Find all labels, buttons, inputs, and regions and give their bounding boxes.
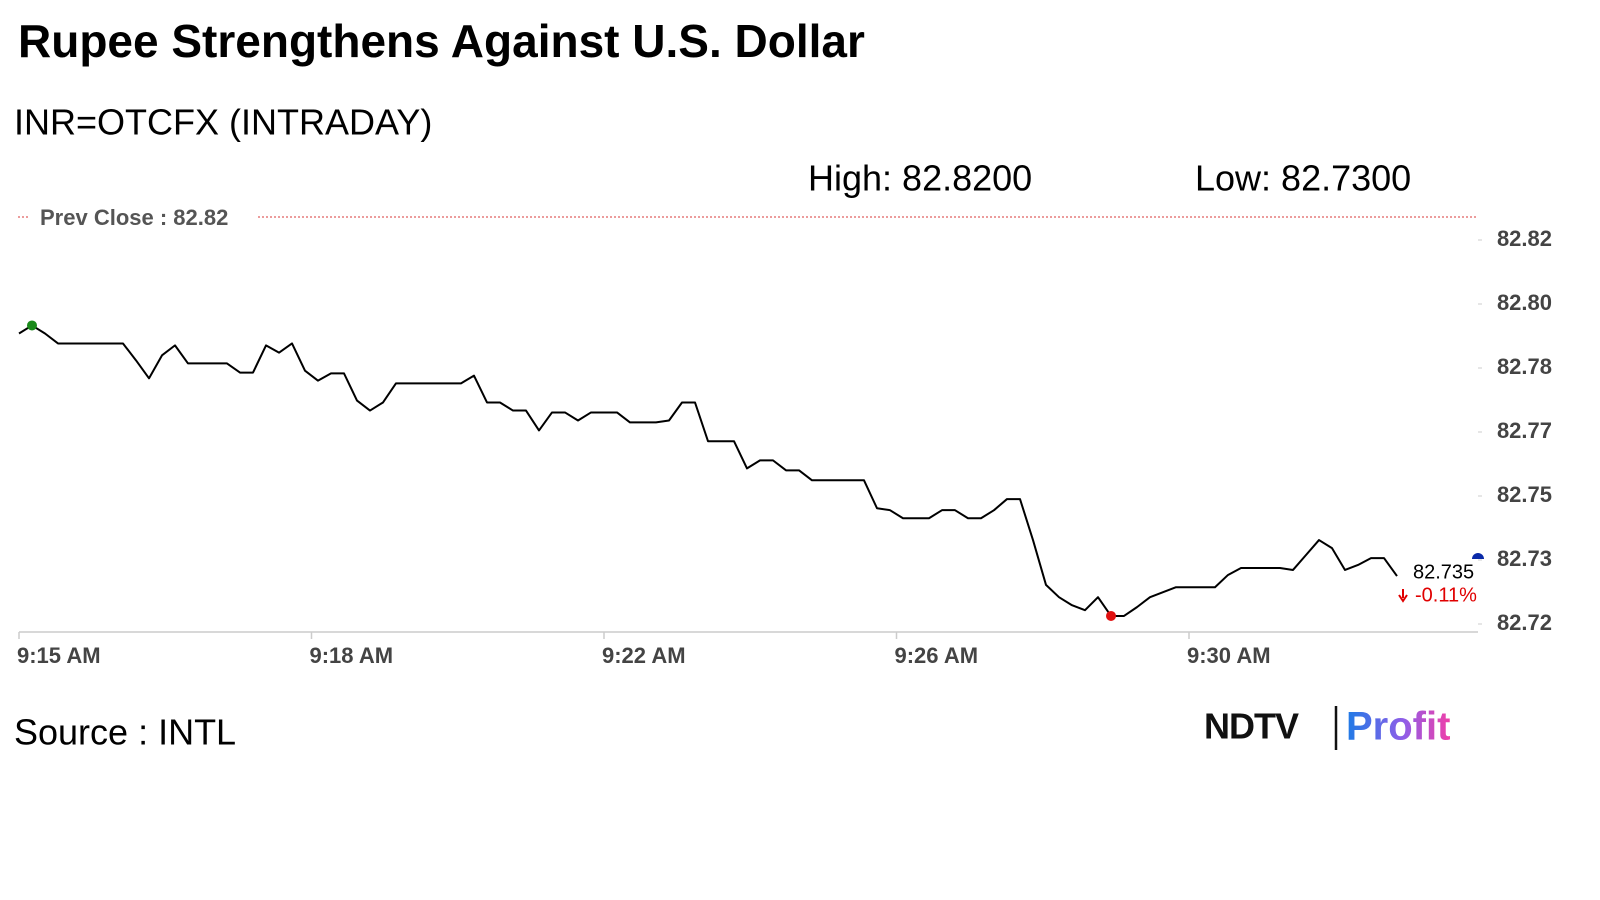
y-tick-label: 82.77 (1497, 418, 1552, 443)
y-tick-label: 82.80 (1497, 290, 1552, 315)
source: Source : INTL (14, 712, 236, 753)
low-marker (1106, 610, 1116, 621)
prev-close-bg (30, 204, 256, 232)
price-line (18, 324, 1398, 617)
x-tick-label: 9:22 AM (602, 643, 686, 668)
open-marker (27, 320, 37, 331)
x-tick-label: 9:15 AM (17, 643, 101, 668)
last-marker (1472, 553, 1484, 559)
prev-close-label: Prev Close : 82.82 (40, 205, 228, 230)
chart-subtitle: INR=OTCFX (INTRADAY) (14, 102, 432, 143)
chart-title: Rupee Strengthens Against U.S. Dollar (18, 15, 865, 67)
last-value-label: 82.735 (1413, 561, 1474, 583)
change-label: -0.11% (1415, 584, 1477, 606)
logo-brand: NDTV (1204, 706, 1299, 747)
down-arrow (1398, 589, 1408, 603)
low-label: Low: 82.7300 (1195, 158, 1411, 199)
logo-product: Profit (1346, 705, 1450, 749)
x-tick-label: 9:30 AM (1187, 643, 1271, 668)
y-tick-label: 82.75 (1497, 482, 1552, 507)
high-label: High: 82.8200 (808, 158, 1032, 199)
y-tick-label: 82.73 (1497, 546, 1552, 571)
y-tick-label: 82.78 (1497, 354, 1552, 379)
y-tick-label: 82.82 (1497, 226, 1552, 251)
x-tick-label: 9:18 AM (310, 643, 394, 668)
y-tick-label: 82.72 (1497, 610, 1552, 635)
x-tick-label: 9:26 AM (895, 643, 979, 668)
